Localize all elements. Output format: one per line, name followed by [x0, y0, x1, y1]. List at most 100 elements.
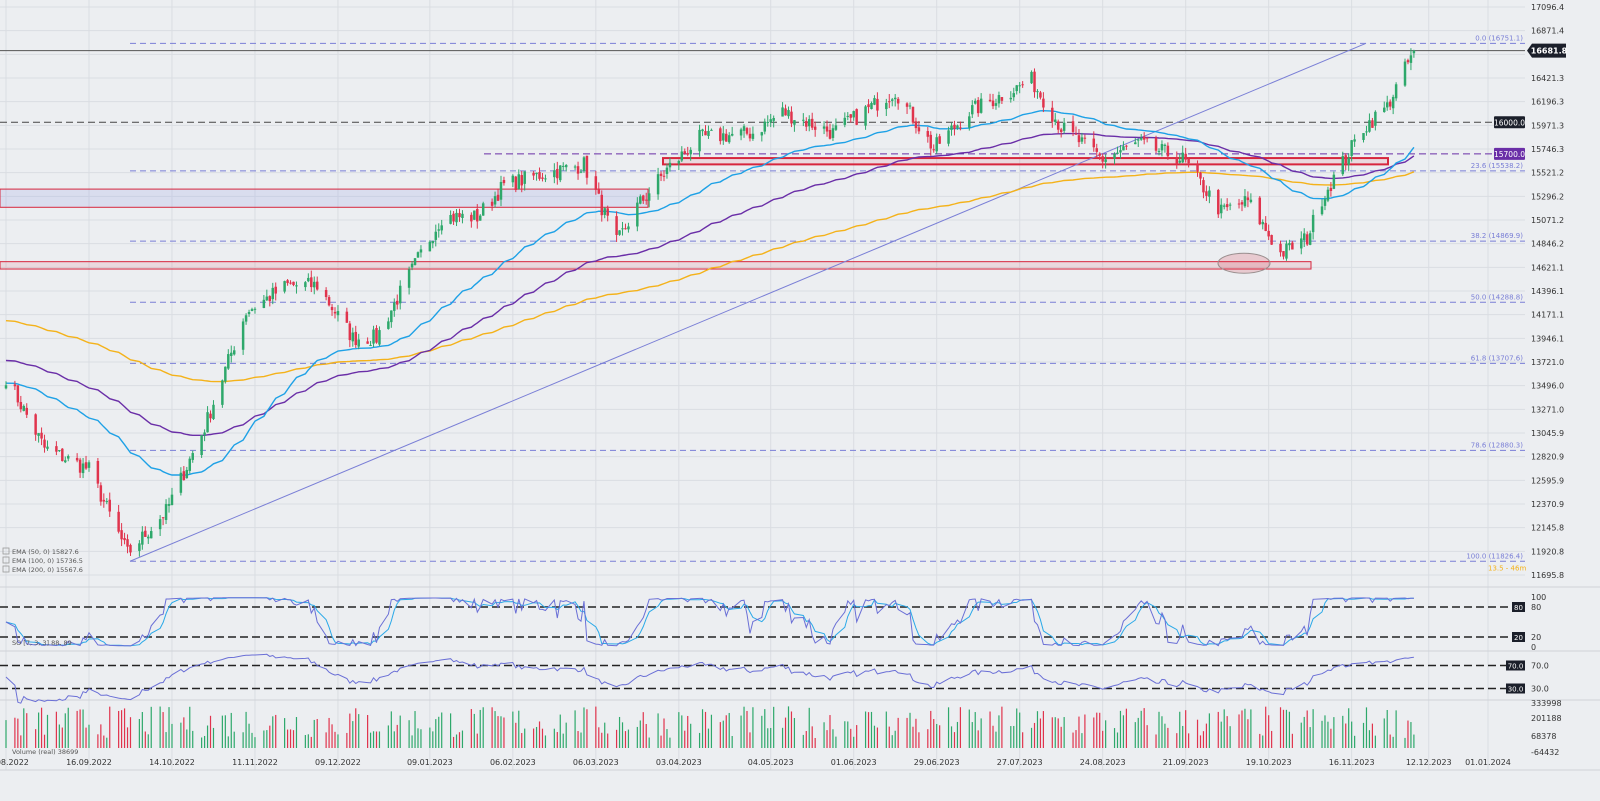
candle-body [579, 171, 583, 173]
volume-bar [698, 732, 701, 748]
volume-bar [814, 737, 816, 748]
volume-bar [906, 717, 908, 748]
volume-bar [295, 717, 298, 748]
candle-body [416, 252, 420, 258]
candle-body [710, 129, 713, 131]
volume-bar [897, 717, 899, 748]
volume-bar [787, 706, 790, 748]
volume-bar [995, 731, 997, 748]
volume-bar [1140, 710, 1142, 748]
y-tick-label: 12145.8 [1531, 524, 1564, 533]
candle-body [979, 98, 983, 113]
volume-bar [1022, 732, 1024, 748]
rsi-level-label: 70.0 [1508, 663, 1524, 671]
candle-body [988, 99, 992, 102]
volume-panel: 333998 201188 68378 -64432 Volume (real) 386… [5, 699, 1562, 757]
volume-bar [1099, 712, 1101, 748]
volume-bar [1105, 720, 1107, 748]
candle-body [286, 280, 289, 284]
candle-body [37, 433, 40, 436]
stoch-tick: 20 [1531, 633, 1541, 642]
price-tag-label: 15700.0 [1494, 150, 1525, 159]
candle-body [345, 311, 349, 323]
candle-body [769, 119, 772, 123]
volume-bar [1268, 715, 1270, 748]
volume-bar [186, 729, 188, 748]
grid [0, 0, 1600, 771]
candle-body [1385, 102, 1389, 108]
candle-body [1074, 133, 1078, 135]
volume-bar [46, 714, 49, 748]
candle-body [158, 519, 162, 530]
volume-bar [479, 709, 481, 748]
stoch-level-box [1512, 632, 1525, 642]
candle-body [164, 504, 168, 521]
volume-bar [764, 709, 766, 748]
volume-bar [968, 709, 970, 748]
volume-bar [1306, 710, 1308, 748]
volume-bar [387, 725, 389, 748]
volume-bar [624, 731, 627, 748]
volume-bar [939, 725, 941, 748]
candles [4, 48, 1416, 557]
x-tick-label: 03.04.2023 [656, 758, 702, 767]
volume-bar [1330, 728, 1332, 748]
candle-body [375, 328, 378, 343]
volume-bar [224, 715, 226, 748]
candle-body [802, 119, 805, 121]
zones [0, 157, 1389, 270]
candle-body [191, 453, 194, 460]
candle-body [81, 463, 85, 474]
volume-bar [704, 711, 707, 748]
volume-bar [1057, 718, 1059, 748]
volume-bar [681, 715, 683, 748]
candle-body [354, 331, 357, 346]
stoch-tick: 0 [1531, 643, 1536, 652]
volume-bar [518, 710, 520, 748]
candle-body [458, 213, 461, 218]
volume-bar [162, 712, 164, 748]
volume-bar [601, 732, 603, 748]
candle-body [1142, 136, 1146, 140]
volume-bar [346, 732, 348, 748]
volume-bar [43, 734, 46, 748]
candle-body [1145, 137, 1149, 139]
volume-bar [1309, 727, 1311, 748]
volume-bar [553, 728, 555, 748]
candle-body [935, 137, 938, 152]
volume-bar [126, 727, 129, 748]
volume-bar [829, 715, 831, 748]
volume-bar [325, 732, 327, 748]
volume-bar [743, 706, 745, 748]
volume-tick: 333998 [1531, 699, 1562, 708]
volume-bar [867, 712, 870, 748]
volume-bar [850, 728, 852, 748]
volume-bar [372, 731, 375, 748]
volume-bar [473, 713, 475, 748]
candle-body [108, 499, 111, 512]
volume-bar [657, 713, 659, 748]
volume-bar [959, 707, 962, 748]
candle-body [585, 155, 589, 178]
fib-label: 61.8 (13707.6) [1471, 354, 1523, 362]
volume-bar [521, 733, 523, 748]
candle-body [564, 164, 568, 168]
volume-bar [1161, 716, 1163, 748]
y-tick-label: 13496.0 [1531, 382, 1564, 391]
y-tick-label: 16421.3 [1531, 74, 1564, 83]
candle-body [805, 121, 808, 127]
volume-bar [1288, 711, 1291, 748]
candle-body [179, 472, 183, 493]
candle-body [227, 354, 230, 369]
volume-bar [1226, 716, 1228, 748]
volume-bar [165, 732, 167, 748]
candle-body [745, 128, 749, 134]
candle-body [644, 199, 648, 201]
last-price-label: 16681.8 [1531, 47, 1568, 56]
candle-body [846, 115, 850, 117]
candle-body [686, 153, 689, 155]
candle-body [19, 401, 23, 410]
candle-body [265, 296, 269, 301]
candle-body [680, 151, 684, 161]
